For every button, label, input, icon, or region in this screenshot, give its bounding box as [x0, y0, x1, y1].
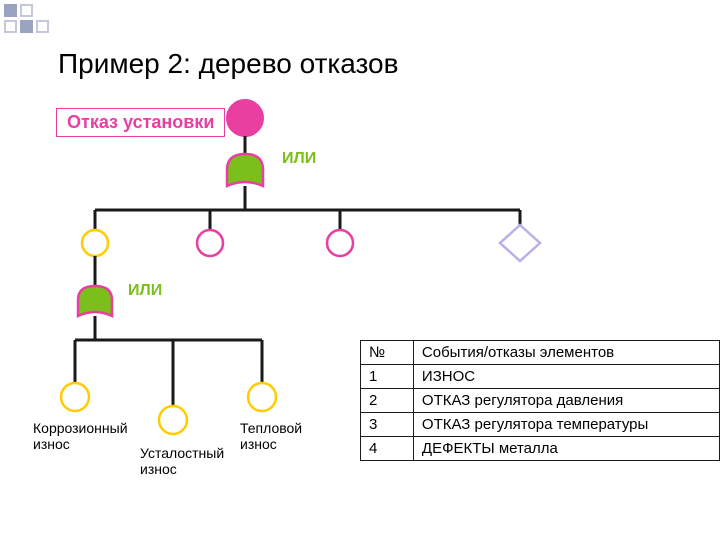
cell: 1 — [361, 365, 414, 389]
leaf-3-circle — [248, 383, 276, 411]
cell: ИЗНОС — [413, 365, 719, 389]
node-2-circle — [197, 230, 223, 256]
or-gate-2-icon — [78, 286, 112, 316]
table-row: 1 ИЗНОС — [361, 365, 720, 389]
table-row: 2 ОТКАЗ регулятора давления — [361, 389, 720, 413]
cell: 2 — [361, 389, 414, 413]
table-row: 3 ОТКАЗ регулятора температуры — [361, 413, 720, 437]
or-gate-1-icon — [227, 154, 263, 186]
root-event-circle — [227, 100, 263, 136]
leaf-2-circle — [159, 406, 187, 434]
node-3-circle — [327, 230, 353, 256]
cell: ДЕФЕКТЫ металла — [413, 437, 719, 461]
cell: 3 — [361, 413, 414, 437]
table-row: 4 ДЕФЕКТЫ металла — [361, 437, 720, 461]
table-row: № События/отказы элементов — [361, 341, 720, 365]
cell: ОТКАЗ регулятора температуры — [413, 413, 719, 437]
col-num: № — [361, 341, 414, 365]
leaf-1-circle — [61, 383, 89, 411]
node-4-diamond — [500, 225, 540, 261]
cell: 4 — [361, 437, 414, 461]
cell: ОТКАЗ регулятора давления — [413, 389, 719, 413]
legend-table: № События/отказы элементов 1 ИЗНОС 2 ОТК… — [360, 340, 720, 461]
stage: { "title": { "text": "Пример 2: дерево о… — [0, 0, 720, 540]
col-desc: События/отказы элементов — [413, 341, 719, 365]
node-1-circle — [82, 230, 108, 256]
